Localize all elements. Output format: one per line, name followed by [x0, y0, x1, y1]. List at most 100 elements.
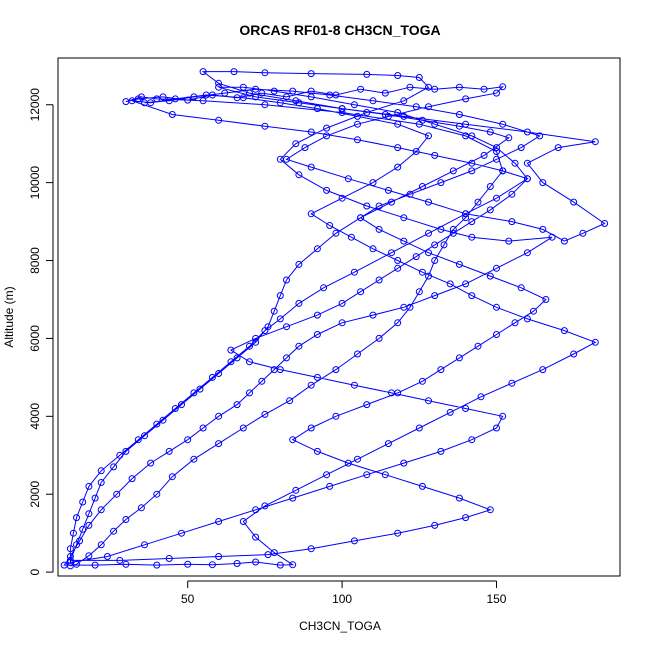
- data-point: [153, 420, 161, 428]
- data-point: [357, 85, 365, 93]
- data-point: [252, 85, 260, 93]
- data-point: [508, 190, 516, 198]
- data-point: [276, 315, 284, 323]
- data-point: [462, 214, 470, 222]
- data-point: [384, 186, 392, 194]
- data-point: [505, 237, 513, 245]
- data-point: [227, 358, 235, 366]
- data-point: [462, 514, 470, 522]
- data-point: [332, 229, 340, 237]
- data-point: [261, 101, 269, 109]
- data-point: [153, 490, 161, 498]
- data-point: [246, 358, 253, 366]
- data-point: [233, 354, 241, 362]
- x-axis: 50 100 150: [181, 580, 507, 606]
- data-point: [122, 560, 130, 568]
- data-point: [440, 241, 448, 249]
- data-point: [165, 447, 173, 455]
- data-point: [137, 504, 145, 512]
- data-point: [493, 303, 500, 311]
- data-point: [493, 155, 500, 163]
- data-point: [307, 381, 315, 389]
- data-point: [462, 210, 470, 218]
- data-point: [79, 498, 87, 506]
- data-point: [199, 68, 207, 76]
- data-point: [261, 410, 269, 418]
- data-point: [116, 451, 124, 459]
- data-point: [425, 198, 432, 206]
- data-point: [261, 122, 269, 130]
- data-point: [462, 405, 470, 412]
- data-point: [499, 412, 507, 420]
- data-point: [208, 561, 216, 569]
- data-point: [354, 455, 361, 463]
- y-tick-label: 10000: [28, 166, 42, 200]
- data-point: [326, 222, 334, 229]
- data-point: [289, 561, 297, 569]
- data-point: [313, 105, 321, 113]
- series-line: [63, 71, 606, 567]
- data-point: [375, 334, 383, 342]
- data-point: [394, 529, 402, 537]
- data-point: [394, 389, 402, 397]
- data-point: [449, 167, 457, 175]
- data-point: [190, 93, 198, 101]
- data-point: [539, 225, 547, 233]
- data-point: [295, 342, 303, 350]
- data-point: [517, 284, 525, 292]
- data-point: [369, 245, 377, 253]
- data-point: [79, 525, 87, 533]
- data-point: [66, 556, 74, 564]
- data-point: [570, 198, 578, 206]
- data-point: [449, 229, 457, 237]
- data-point: [307, 70, 315, 78]
- data-point: [412, 253, 420, 261]
- data-point: [354, 120, 361, 128]
- data-point: [486, 183, 494, 190]
- data-point: [283, 323, 290, 331]
- data-point: [301, 144, 309, 152]
- data-point: [246, 89, 253, 97]
- data-point: [230, 68, 238, 76]
- data-point: [73, 514, 80, 522]
- data-point: [400, 303, 408, 311]
- data-point: [252, 334, 260, 342]
- data-point: [388, 198, 395, 206]
- data-point: [326, 91, 334, 99]
- data-point: [508, 218, 516, 226]
- data-point: [239, 94, 247, 102]
- data-point: [252, 338, 260, 346]
- data-point: [85, 510, 93, 518]
- data-point: [159, 93, 167, 101]
- data-point: [171, 95, 179, 103]
- data-point: [147, 459, 155, 467]
- data-point: [431, 120, 439, 128]
- data-point: [394, 264, 402, 272]
- data-point: [350, 381, 358, 389]
- data-point: [270, 307, 278, 315]
- data-point: [270, 87, 278, 95]
- data-point: [323, 471, 331, 479]
- x-tick-label: 100: [332, 592, 352, 606]
- data-point: [347, 233, 355, 241]
- data-point: [406, 83, 414, 91]
- data-point: [493, 264, 500, 272]
- data-point: [418, 482, 426, 490]
- data-point: [261, 69, 269, 77]
- data-point: [323, 186, 331, 194]
- data-point: [199, 424, 207, 432]
- data-point: [208, 373, 216, 381]
- data-point: [493, 331, 500, 338]
- data-point: [375, 276, 383, 284]
- data-point: [60, 561, 68, 569]
- data-point: [252, 558, 260, 566]
- data-point: [354, 136, 361, 144]
- data-point: [493, 89, 500, 97]
- data-point: [523, 249, 531, 257]
- data-point: [141, 541, 148, 549]
- y-axis-label: Altitude (m): [2, 286, 16, 347]
- data-point: [97, 467, 105, 475]
- data-point: [286, 397, 294, 405]
- data-point: [363, 109, 371, 116]
